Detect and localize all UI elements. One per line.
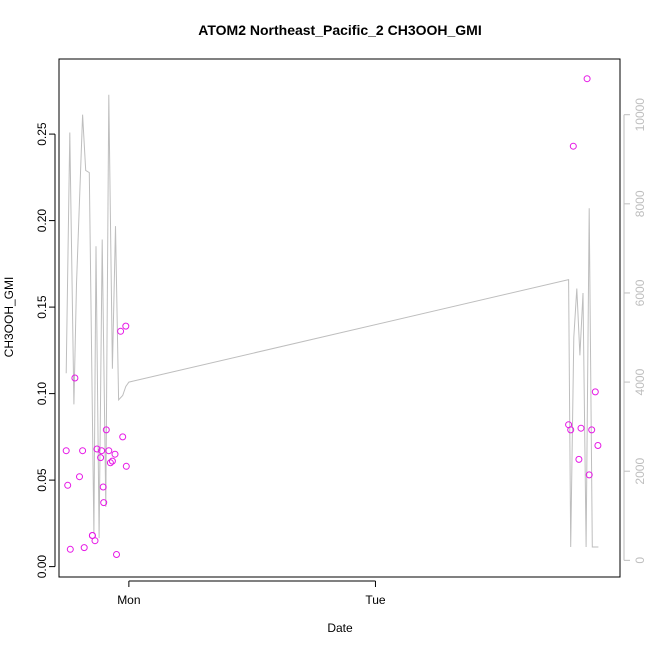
data-point — [583, 75, 591, 83]
data-point — [80, 544, 88, 552]
series-line-layer — [65, 94, 599, 548]
y-tick-label: 0.05 — [35, 468, 49, 492]
y-tick-label: 0.15 — [35, 295, 49, 319]
data-point — [117, 327, 125, 335]
series-line — [65, 94, 599, 548]
axes-layer: 0.00 0.05 0.10 0.15 0.20 0.25 0 2000 4000 6000 800… — [35, 98, 647, 607]
data-point — [100, 499, 108, 507]
data-point — [102, 426, 110, 434]
data-point — [79, 447, 87, 455]
data-point — [108, 457, 116, 465]
data-point — [76, 473, 83, 481]
y-tick-label: 0.25 — [35, 122, 49, 146]
data-point — [588, 426, 596, 434]
y-tick-label: 0.00 — [35, 555, 49, 579]
data-point — [119, 433, 127, 441]
plot-frame — [58, 58, 621, 578]
data-point — [594, 442, 602, 449]
y2-tick-label: 10000 — [633, 98, 647, 132]
y2-tick-label: 6000 — [633, 279, 647, 306]
data-point — [591, 388, 599, 396]
y2-tick-label: 4000 — [633, 368, 647, 395]
series-points-layer — [62, 75, 602, 558]
y-tick-label: 0.20 — [35, 209, 49, 233]
data-point — [64, 481, 72, 489]
y2-tick-label: 8000 — [633, 190, 647, 217]
data-point — [106, 459, 114, 467]
data-point — [93, 445, 101, 453]
y2-tick-label: 0 — [633, 557, 647, 564]
y-axis-label: CH3OOH_GMI — [2, 277, 16, 358]
data-point — [122, 462, 130, 470]
x-axis-label: Date — [327, 621, 353, 635]
data-point — [577, 424, 585, 432]
data-point — [575, 455, 583, 463]
x-tick-label: Mon — [117, 593, 140, 607]
y-tick-label: 0.10 — [35, 382, 49, 406]
data-point — [569, 142, 577, 150]
y2-tick-label: 2000 — [633, 458, 647, 485]
data-point — [66, 545, 74, 553]
data-point — [105, 447, 113, 455]
data-point — [111, 450, 119, 458]
data-point — [585, 471, 593, 479]
data-point — [91, 537, 99, 545]
chart-title: ATOM2 Northeast_Pacific_2 CH3OOH_GMI — [198, 22, 481, 38]
data-point — [99, 483, 107, 491]
data-point — [71, 374, 79, 382]
data-point — [98, 447, 106, 455]
data-point — [113, 551, 120, 558]
data-point — [62, 447, 70, 455]
data-point — [567, 426, 575, 434]
data-point — [97, 454, 105, 462]
x-tick-label: Tue — [365, 593, 386, 607]
data-point — [122, 322, 130, 330]
